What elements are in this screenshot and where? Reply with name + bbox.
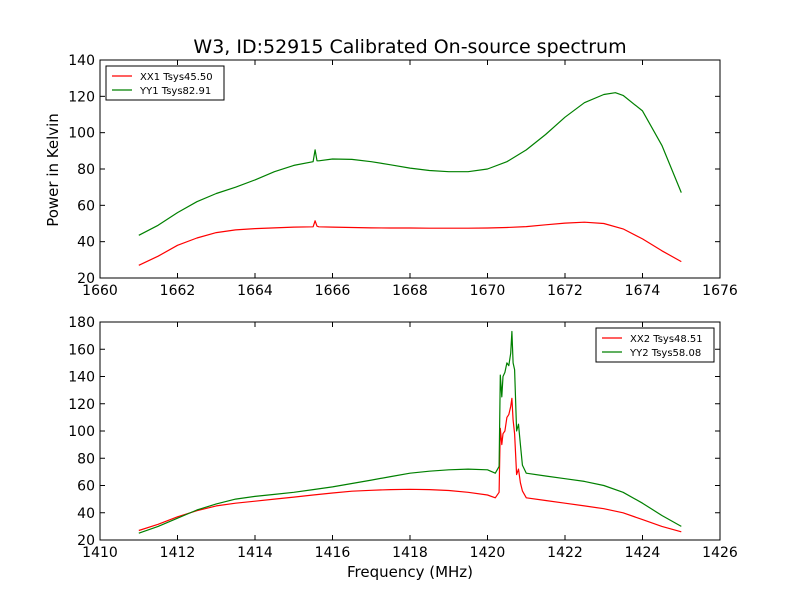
series-line-1	[138, 220, 682, 266]
legend-label: YY2 Tsys58.08	[629, 348, 701, 359]
series-line-2	[138, 92, 682, 236]
y-tick-label: 80	[77, 162, 95, 178]
x-tick-label: 1668	[392, 283, 428, 299]
y-tick-label: 120	[68, 397, 95, 413]
x-tick-label: 1412	[160, 545, 196, 561]
series-line-1	[138, 397, 682, 533]
y-tick-label: 20	[77, 271, 95, 287]
y-tick-label: 40	[77, 235, 95, 251]
y-tick-label: 80	[77, 451, 95, 467]
x-tick-label: 1424	[625, 545, 661, 561]
y-tick-label: 60	[77, 479, 95, 495]
x-tick-label: 1416	[315, 545, 351, 561]
y-tick-label: 120	[68, 89, 95, 105]
legend-label: YY1 Tsys82.91	[139, 86, 211, 97]
legend-label: XX1 Tsys45.50	[140, 72, 213, 83]
y-tick-label: 160	[68, 342, 95, 358]
x-tick-label: 1670	[470, 283, 506, 299]
legend-label: XX2 Tsys48.51	[630, 334, 703, 345]
x-tick-label: 1422	[547, 545, 583, 561]
bottom-spectrum-panel: 1410 1412 1414 1416 1418 1420 1422 1424 1426 20 40…	[68, 315, 738, 561]
x-tick-label: 1660	[82, 283, 118, 299]
x-tick-label: 1662	[160, 283, 196, 299]
legend: XX2 Tsys48.51 YY2 Tsys58.08	[595, 327, 715, 363]
x-tick-label: 1672	[547, 283, 583, 299]
x-tick-label: 1676	[702, 283, 738, 299]
legend-box	[105, 65, 225, 101]
x-tick-label: 1666	[315, 283, 351, 299]
y-tick-label: 60	[77, 198, 95, 214]
x-tick-label: 1418	[392, 545, 428, 561]
series-line-2	[138, 330, 682, 534]
x-tick-label: 1674	[625, 283, 661, 299]
x-axis-label: Frequency (MHz)	[347, 563, 473, 581]
x-tick-label: 1414	[237, 545, 273, 561]
y-tick-label: 140	[68, 53, 95, 69]
x-tick-label: 1410	[82, 545, 118, 561]
legend: XX1 Tsys45.50 YY1 Tsys82.91	[105, 65, 225, 101]
y-tick-label: 20	[77, 533, 95, 549]
chart-title: W3, ID:52915 Calibrated On-source spectr…	[193, 36, 626, 58]
x-tick-label: 1664	[237, 283, 273, 299]
y-tick-label: 140	[68, 370, 95, 386]
legend-box	[595, 327, 715, 363]
x-tick-label: 1420	[470, 545, 506, 561]
y-tick-label: 180	[68, 315, 95, 331]
y-tick-label: 100	[68, 424, 95, 440]
y-tick-label: 100	[68, 126, 95, 142]
top-spectrum-panel: 1660 1662 1664 1666 1668 1670 1672 1674 1676 20 40…	[68, 53, 738, 299]
y-axis-label: Power in Kelvin	[44, 113, 62, 227]
y-tick-label: 40	[77, 506, 95, 522]
x-tick-label: 1426	[702, 545, 738, 561]
